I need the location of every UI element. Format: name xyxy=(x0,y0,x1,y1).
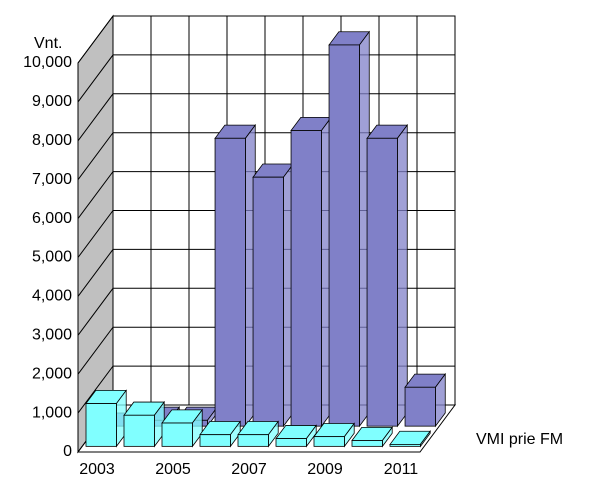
bar xyxy=(366,137,398,427)
y-tick-label: 2,000 xyxy=(32,365,72,382)
y-tick-label: 3,000 xyxy=(32,327,72,344)
bar xyxy=(123,414,155,447)
x-tick-label: 2009 xyxy=(307,461,343,478)
bar xyxy=(389,444,421,447)
x-tick-label: 2005 xyxy=(155,461,191,478)
bar xyxy=(328,44,360,427)
y-tick-label: 10,000 xyxy=(23,54,72,71)
y-axis-label: Vnt. xyxy=(34,35,62,52)
bar xyxy=(313,436,345,447)
y-tick-label: 8,000 xyxy=(32,132,72,149)
x-tick-label: 2011 xyxy=(384,461,419,478)
bar xyxy=(237,434,269,447)
bar xyxy=(290,130,322,427)
bar xyxy=(161,422,193,447)
bar-side xyxy=(397,123,408,428)
y-tick-label: 6,000 xyxy=(32,210,72,227)
bar xyxy=(275,438,307,447)
bar xyxy=(252,176,284,427)
bar xyxy=(404,386,436,427)
y-tick-label: 0 xyxy=(63,443,72,460)
y-tick-label: 5,000 xyxy=(32,249,72,266)
x-tick-label: 2007 xyxy=(231,461,267,478)
x-tick-label: 2003 xyxy=(79,461,115,478)
bar xyxy=(85,403,117,447)
series-label: VMI prie FM xyxy=(476,431,563,448)
bar xyxy=(214,137,246,427)
y-tick-label: 9,000 xyxy=(32,93,72,110)
bar xyxy=(351,440,383,447)
y-tick-label: 1,000 xyxy=(32,404,72,421)
y-tick-label: 7,000 xyxy=(32,171,72,188)
bar xyxy=(199,434,231,447)
y-tick-label: 4,000 xyxy=(32,288,72,305)
